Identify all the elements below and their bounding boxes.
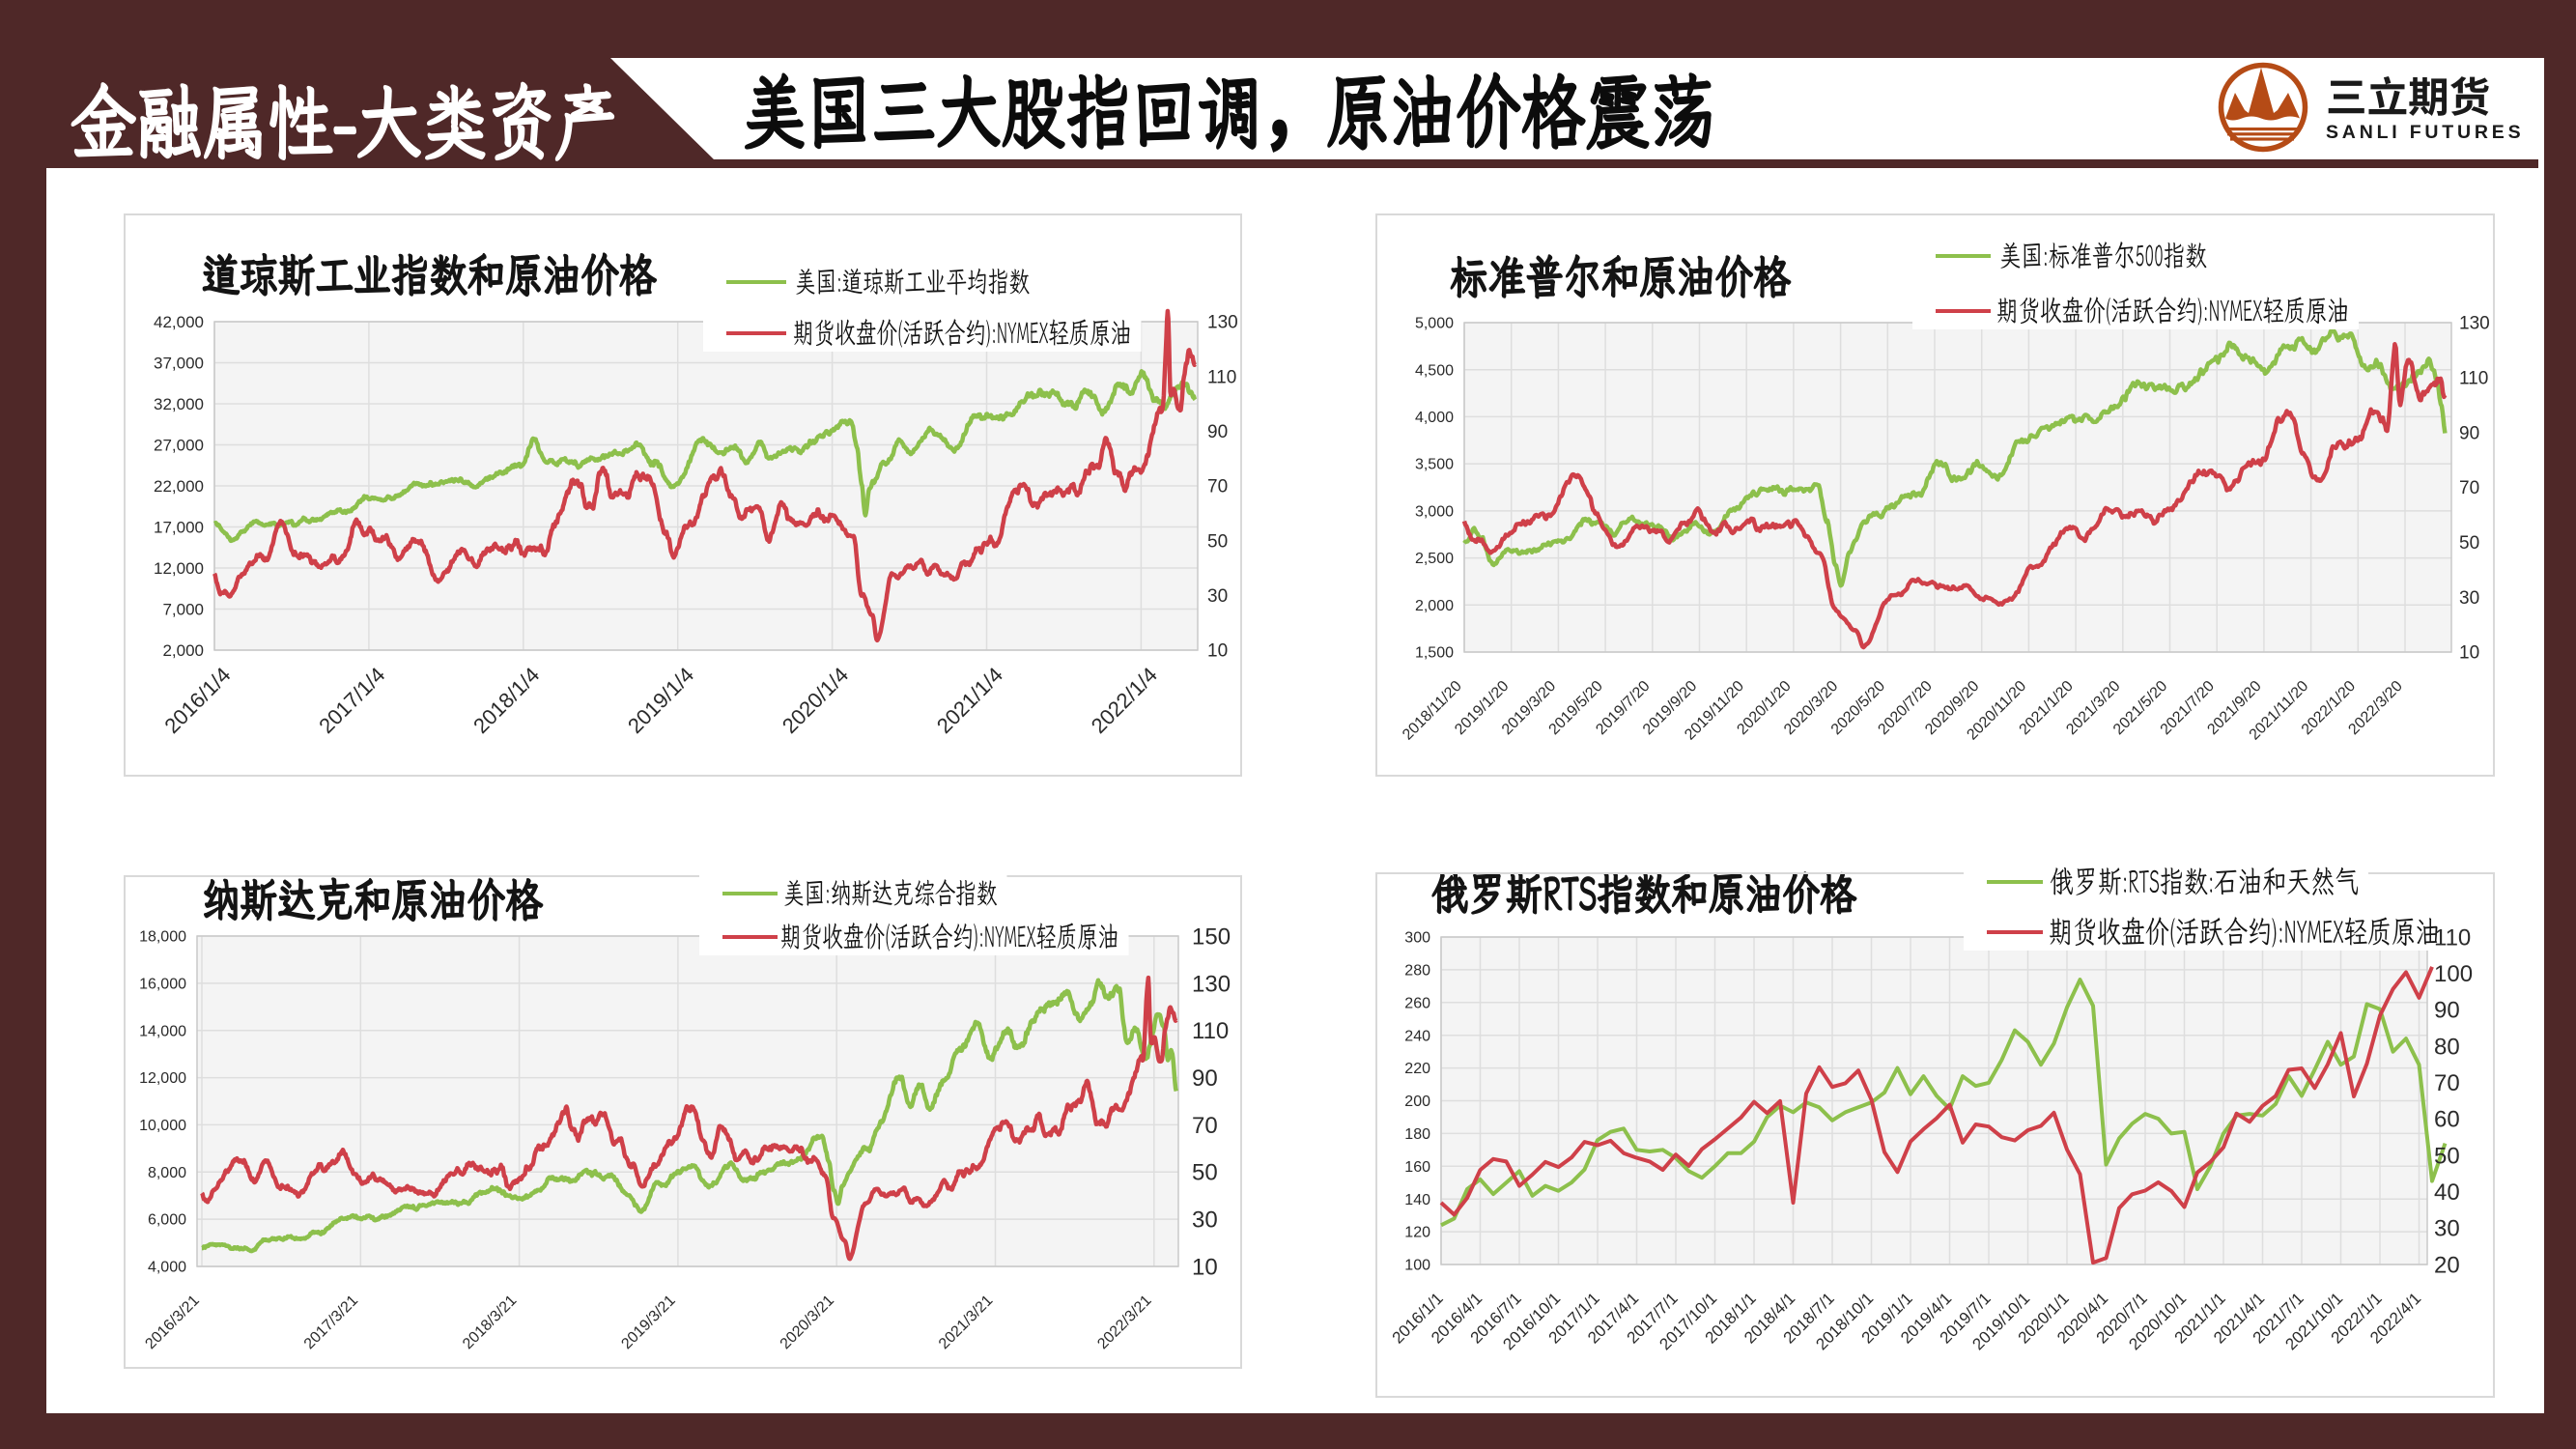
svg-text:5,000: 5,000 [1415, 316, 1454, 332]
svg-text:70: 70 [2434, 1070, 2460, 1096]
svg-text:30: 30 [1207, 586, 1228, 607]
svg-text:4,000: 4,000 [1415, 410, 1454, 426]
svg-text:12,000: 12,000 [139, 1070, 186, 1087]
svg-text:70: 70 [1207, 477, 1228, 497]
svg-text:4,500: 4,500 [1415, 362, 1454, 379]
svg-text:70: 70 [2459, 478, 2479, 498]
svg-text:130: 130 [1192, 971, 1231, 997]
svg-text:130: 130 [1207, 313, 1238, 333]
svg-text:130: 130 [2459, 314, 2490, 334]
svg-text:2,000: 2,000 [162, 641, 204, 660]
svg-text:90: 90 [2459, 423, 2479, 443]
svg-text:150: 150 [1192, 923, 1231, 950]
svg-text:10: 10 [2459, 643, 2479, 664]
svg-text:6,000: 6,000 [148, 1212, 186, 1229]
svg-text:220: 220 [1404, 1061, 1430, 1077]
svg-text:300: 300 [1404, 930, 1430, 947]
svg-text:7,000: 7,000 [162, 601, 204, 619]
svg-text:2,000: 2,000 [1415, 598, 1454, 614]
svg-text:50: 50 [2434, 1143, 2460, 1169]
svg-text:70: 70 [1192, 1113, 1218, 1139]
svg-text:110: 110 [2459, 369, 2488, 389]
svg-text:280: 280 [1404, 963, 1430, 980]
svg-text:3,000: 3,000 [1415, 504, 1454, 521]
svg-text:32,000: 32,000 [154, 395, 204, 413]
svg-text:90: 90 [1207, 422, 1228, 442]
svg-text:3,500: 3,500 [1415, 457, 1454, 473]
svg-text:14,000: 14,000 [139, 1023, 186, 1039]
svg-text:12,000: 12,000 [154, 559, 204, 578]
svg-text:42,000: 42,000 [154, 313, 204, 331]
svg-text:100: 100 [1404, 1258, 1430, 1274]
svg-text:100: 100 [2434, 961, 2473, 987]
svg-text:160: 160 [1404, 1159, 1430, 1176]
svg-text:50: 50 [1207, 531, 1228, 552]
svg-text:80: 80 [2434, 1034, 2460, 1060]
svg-text:110: 110 [1192, 1018, 1229, 1044]
svg-text:18,000: 18,000 [139, 929, 186, 946]
svg-text:8,000: 8,000 [148, 1165, 186, 1181]
svg-text:SANLI FUTURES: SANLI FUTURES [2326, 122, 2524, 143]
svg-text:180: 180 [1404, 1126, 1430, 1143]
svg-text:30: 30 [1192, 1208, 1218, 1234]
svg-text:2,500: 2,500 [1415, 551, 1454, 567]
svg-text:22,000: 22,000 [154, 477, 204, 496]
svg-text:120: 120 [1404, 1225, 1430, 1241]
svg-text:260: 260 [1404, 995, 1430, 1011]
svg-text:17,000: 17,000 [154, 519, 204, 537]
svg-text:200: 200 [1404, 1094, 1430, 1110]
svg-text:240: 240 [1404, 1028, 1430, 1044]
svg-text:27,000: 27,000 [154, 436, 204, 454]
svg-text:30: 30 [2434, 1216, 2460, 1242]
svg-text:20: 20 [2434, 1252, 2460, 1278]
svg-text:110: 110 [2434, 924, 2471, 951]
svg-text:110: 110 [1207, 367, 1236, 387]
svg-text:37,000: 37,000 [154, 354, 204, 372]
svg-text:10: 10 [1207, 641, 1228, 662]
svg-text:4,000: 4,000 [148, 1260, 186, 1276]
svg-text:90: 90 [1192, 1065, 1218, 1092]
svg-text:60: 60 [2434, 1107, 2460, 1133]
svg-text:16,000: 16,000 [139, 977, 186, 993]
svg-text:140: 140 [1404, 1192, 1430, 1208]
svg-text:10,000: 10,000 [139, 1118, 186, 1134]
svg-text:1,500: 1,500 [1415, 645, 1454, 662]
svg-text:30: 30 [2459, 588, 2479, 609]
svg-text:90: 90 [2434, 998, 2460, 1024]
svg-text:50: 50 [2459, 533, 2479, 554]
svg-text:10: 10 [1192, 1254, 1218, 1280]
svg-text:40: 40 [2434, 1179, 2460, 1206]
svg-text:50: 50 [1192, 1160, 1218, 1186]
